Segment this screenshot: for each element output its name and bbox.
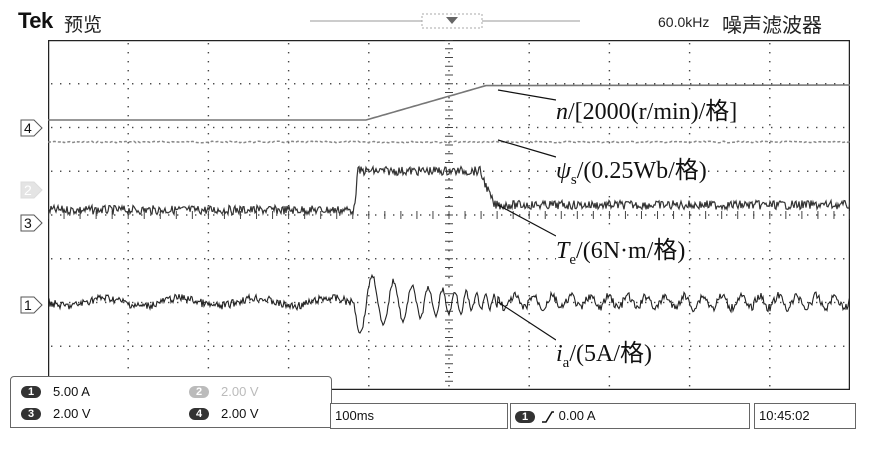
acquisition-mode: 预览 xyxy=(64,15,103,36)
ch3-status[interactable]: 3 2.00 V xyxy=(21,405,91,421)
ch1-badge: 1 xyxy=(21,385,41,398)
ch4-status[interactable]: 4 2.00 V xyxy=(189,405,259,421)
ch2-marker-label: 2 xyxy=(24,182,32,198)
channel-status-panel: 1 5.00 A 2 2.00 V 3 2.00 V 4 2.00 V xyxy=(10,376,332,428)
ch2-marker[interactable]: 2 xyxy=(20,181,44,199)
trigger-position-icon xyxy=(446,17,458,24)
ch4-scale: 2.00 V xyxy=(221,406,259,422)
trigger-readout[interactable]: 1 0.00 A xyxy=(510,403,750,429)
timebase-value: 100ms xyxy=(335,408,375,423)
clock-readout: 10:45:02 xyxy=(754,403,856,429)
ch1-status[interactable]: 1 5.00 A xyxy=(21,383,90,399)
flux-label: ψs/(0.25Wb/格) xyxy=(556,150,707,189)
speed-trace xyxy=(48,84,850,121)
ch4-badge: 4 xyxy=(189,407,209,420)
ch1-marker[interactable]: 1 xyxy=(20,296,44,314)
ch4-marker-label: 4 xyxy=(24,120,32,136)
flux-leader xyxy=(497,139,557,158)
torque-trace xyxy=(48,164,850,217)
speed-leader xyxy=(497,89,557,101)
timebase-readout[interactable]: 100ms xyxy=(330,403,508,429)
clock-value: 10:45:02 xyxy=(759,408,810,423)
ch2-status[interactable]: 2 2.00 V xyxy=(189,383,259,399)
rising-edge-icon xyxy=(542,410,554,423)
ch1-scale: 5.00 A xyxy=(53,384,90,400)
filter-mode: 噪声滤波器 xyxy=(722,15,822,37)
ch3-marker[interactable]: 3 xyxy=(20,214,44,232)
ch3-scale: 2.00 V xyxy=(53,406,91,422)
ch4-marker[interactable]: 4 xyxy=(20,119,44,137)
graticule-grid xyxy=(48,40,850,387)
flux-trace xyxy=(48,140,850,144)
ch1-marker-label: 1 xyxy=(24,297,32,313)
ch2-badge: 2 xyxy=(189,385,209,398)
ch3-badge: 3 xyxy=(21,407,41,420)
current-trace xyxy=(48,273,850,334)
sample-rate: 60.0kHz xyxy=(658,14,710,30)
current-leader xyxy=(497,301,557,341)
brand-logo: Tek xyxy=(18,8,53,33)
speed-label: n/[2000(r/min)/格] xyxy=(556,91,738,126)
trigger-level: 0.00 A xyxy=(558,408,596,423)
torque-label: Te/(6N·m/格) xyxy=(556,230,686,269)
record-position-indicator xyxy=(310,13,580,29)
ch2-scale: 2.00 V xyxy=(221,384,259,400)
ch3-marker-label: 3 xyxy=(24,215,32,231)
torque-leader xyxy=(497,204,557,237)
trigger-source-badge: 1 xyxy=(515,410,535,423)
current-label: ia/(5A/格) xyxy=(556,333,652,372)
